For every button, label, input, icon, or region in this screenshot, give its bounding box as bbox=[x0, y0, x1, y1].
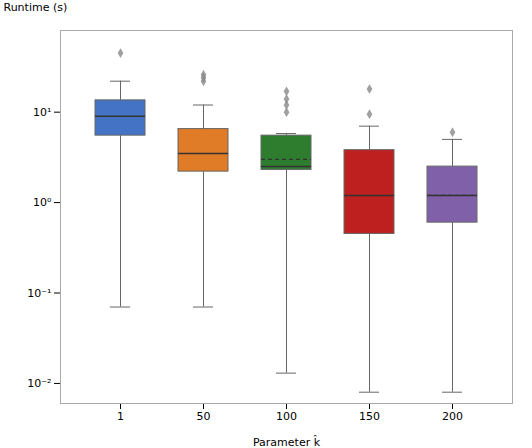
svg-text:50: 50 bbox=[197, 410, 211, 423]
svg-text:10¹: 10¹ bbox=[33, 106, 51, 119]
svg-text:10⁰: 10⁰ bbox=[33, 196, 52, 209]
svg-text:200: 200 bbox=[442, 410, 463, 423]
svg-text:100: 100 bbox=[276, 410, 297, 423]
svg-text:10⁻²: 10⁻² bbox=[27, 377, 51, 390]
svg-text:Runtime (s): Runtime (s) bbox=[4, 1, 68, 14]
svg-text:10⁻¹: 10⁻¹ bbox=[27, 287, 51, 300]
svg-text:150: 150 bbox=[359, 410, 380, 423]
svg-text:1: 1 bbox=[117, 410, 124, 423]
svg-text:Parameter k̂: Parameter k̂ bbox=[253, 435, 321, 448]
